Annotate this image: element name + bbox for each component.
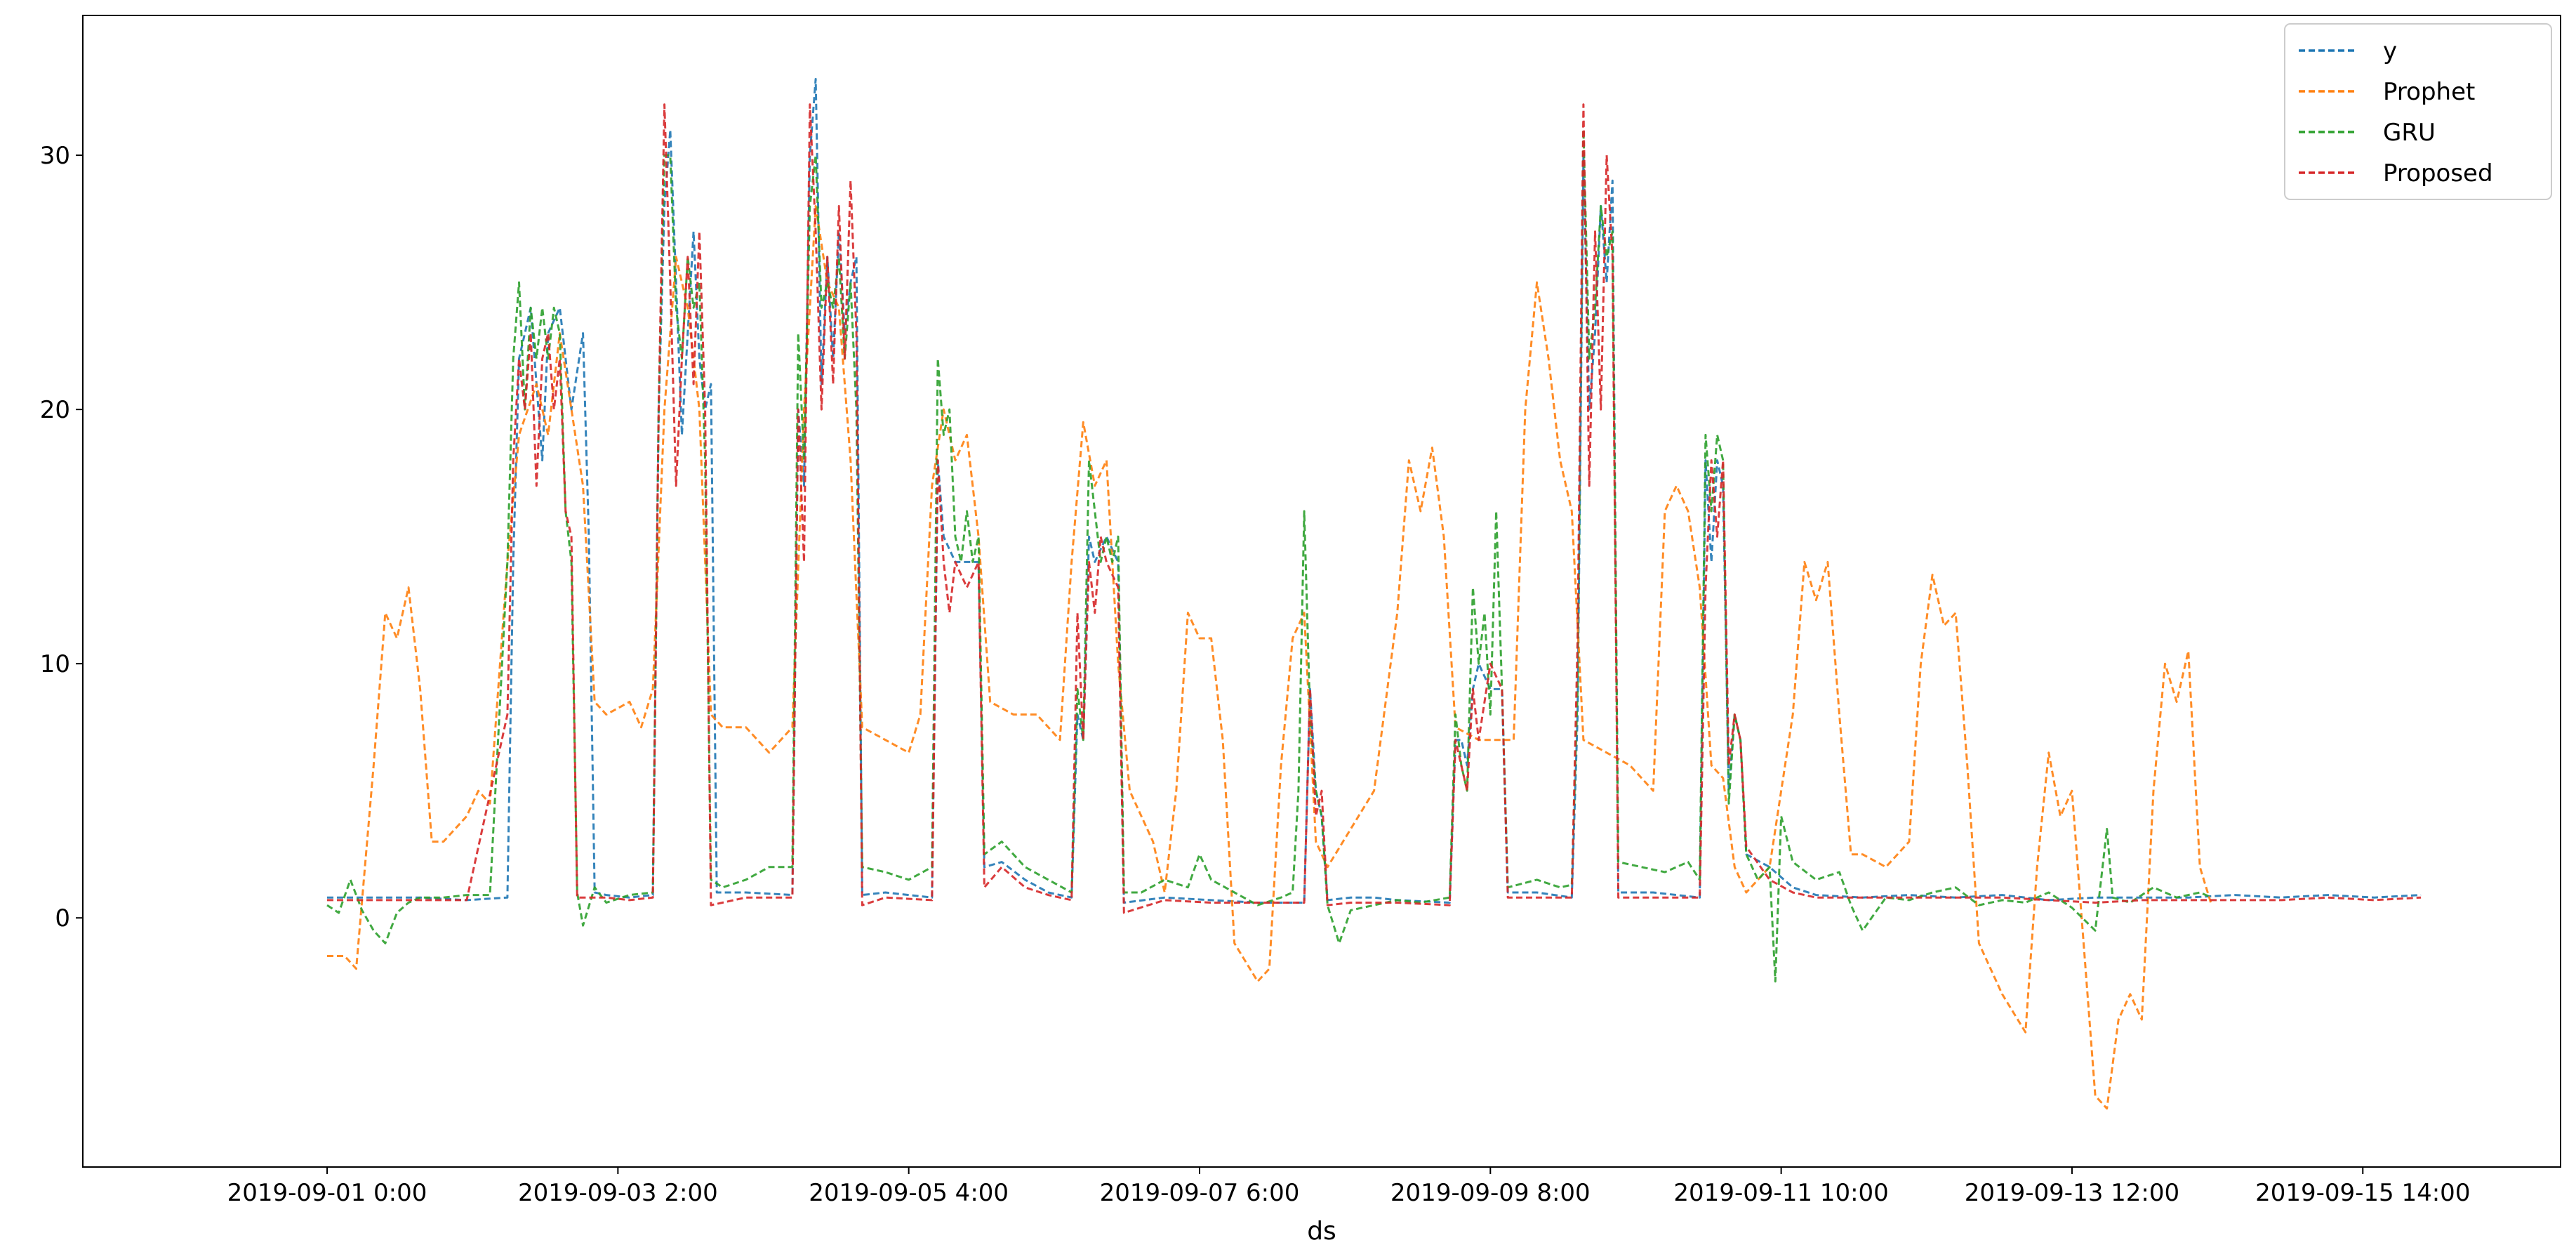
legend: y Prophet GRU Proposed (2284, 23, 2552, 200)
x-tick-label: 2019-09-03 2:00 (518, 1179, 718, 1207)
y-tick-label: 30 (40, 142, 70, 170)
series-line-proposed (327, 103, 2422, 914)
x-axis: 2019-09-01 0:00 2019-09-03 2:00 2019-09-05… (227, 1167, 2470, 1207)
legend-label-y: y (2383, 37, 2397, 65)
x-tick-label: 2019-09-11 10:00 (1673, 1179, 1888, 1207)
series-layer (326, 78, 2422, 1110)
y-tick-label: 20 (40, 396, 70, 424)
y-tick-label: 0 (55, 904, 70, 932)
plot-frame (82, 15, 2561, 1168)
x-tick-label: 2019-09-01 0:00 (227, 1179, 427, 1207)
x-tick-label: 2019-09-05 4:00 (809, 1179, 1009, 1207)
x-tick-label: 2019-09-09 8:00 (1390, 1179, 1591, 1207)
legend-label-prophet: Prophet (2383, 78, 2475, 106)
legend-label-proposed: Proposed (2383, 159, 2493, 187)
y-axis: 0 10 20 30 (40, 142, 83, 932)
legend-box (2284, 23, 2552, 200)
x-tick-label: 2019-09-13 12:00 (1965, 1179, 2179, 1207)
x-tick-label: 2019-09-15 14:00 (2255, 1179, 2470, 1207)
y-tick-label: 10 (40, 650, 70, 678)
x-tick-label: 2019-09-07 6:00 (1100, 1179, 1300, 1207)
series-line-y (327, 78, 2422, 904)
legend-label-gru: GRU (2383, 119, 2436, 147)
x-axis-label: ds (1307, 1217, 1336, 1246)
series-line-prophet (327, 205, 2213, 1110)
